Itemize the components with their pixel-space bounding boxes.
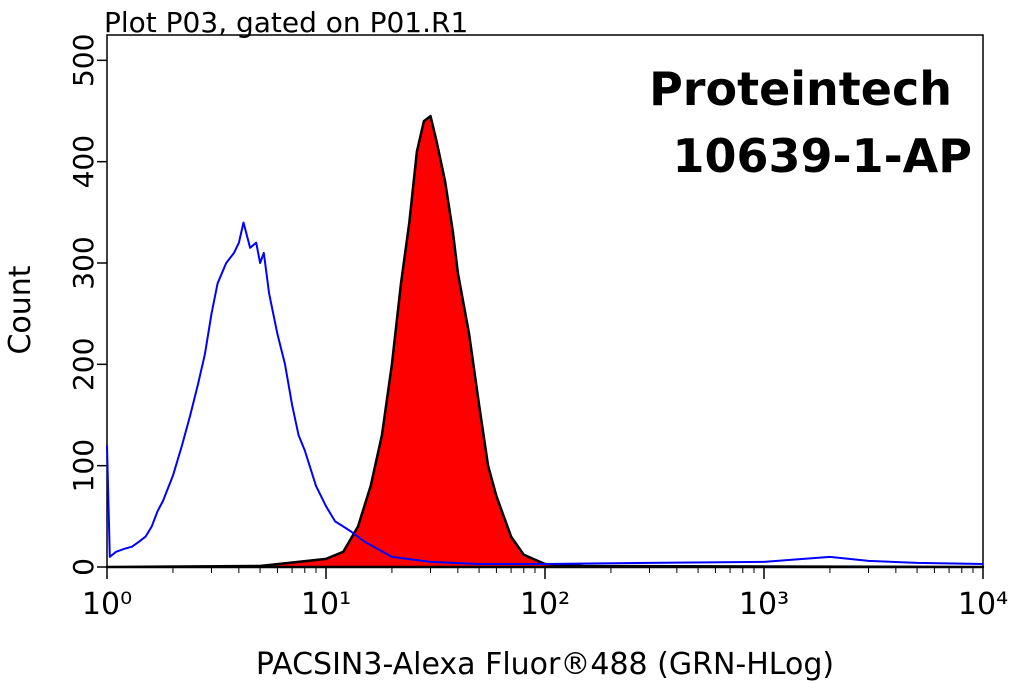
x-tick-label: 10¹: [301, 587, 351, 622]
y-tick-label: 100: [67, 439, 100, 492]
annotation: 10639-1-AP: [672, 129, 972, 183]
x-tick-label: 10⁰: [82, 587, 132, 622]
annotation: Proteintech: [649, 62, 952, 116]
histogram-line: [106, 221, 984, 565]
chart-title: Plot P03, gated on P01.R1: [104, 6, 468, 39]
y-tick-label: 500: [67, 34, 100, 87]
y-tick-label: 400: [67, 135, 100, 188]
y-tick-label: 0: [67, 558, 100, 576]
histogram-fill: [105, 114, 985, 569]
x-tick-label: 10⁴: [958, 587, 1008, 622]
y-axis-label: Count: [3, 265, 38, 354]
y-tick-label: 300: [67, 236, 100, 289]
x-tick-label: 10²: [520, 587, 570, 622]
y-tick-label: 200: [67, 338, 100, 391]
x-tick-label: 10³: [739, 587, 789, 622]
x-axis-label: PACSIN3-Alexa Fluor®488 (GRN-HLog): [256, 647, 834, 682]
